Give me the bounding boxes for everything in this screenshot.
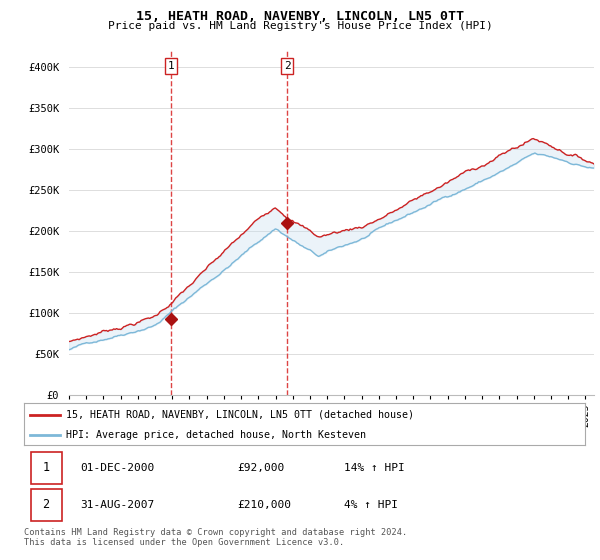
Text: HPI: Average price, detached house, North Kesteven: HPI: Average price, detached house, Nort… bbox=[66, 430, 366, 440]
Text: 14% ↑ HPI: 14% ↑ HPI bbox=[344, 463, 404, 473]
Bar bbox=[31, 451, 62, 484]
Text: Contains HM Land Registry data © Crown copyright and database right 2024.
This d: Contains HM Land Registry data © Crown c… bbox=[24, 528, 407, 547]
Text: 1: 1 bbox=[167, 61, 174, 71]
Text: Price paid vs. HM Land Registry's House Price Index (HPI): Price paid vs. HM Land Registry's House … bbox=[107, 21, 493, 31]
Text: 2: 2 bbox=[43, 498, 50, 511]
Text: 2: 2 bbox=[284, 61, 290, 71]
Text: 15, HEATH ROAD, NAVENBY, LINCOLN, LN5 0TT (detached house): 15, HEATH ROAD, NAVENBY, LINCOLN, LN5 0T… bbox=[66, 410, 414, 420]
Text: 31-AUG-2007: 31-AUG-2007 bbox=[80, 500, 154, 510]
Text: 4% ↑ HPI: 4% ↑ HPI bbox=[344, 500, 398, 510]
Text: £210,000: £210,000 bbox=[237, 500, 291, 510]
Text: £92,000: £92,000 bbox=[237, 463, 284, 473]
Text: 01-DEC-2000: 01-DEC-2000 bbox=[80, 463, 154, 473]
Text: 15, HEATH ROAD, NAVENBY, LINCOLN, LN5 0TT: 15, HEATH ROAD, NAVENBY, LINCOLN, LN5 0T… bbox=[136, 10, 464, 23]
Text: 1: 1 bbox=[43, 461, 50, 474]
Bar bbox=[31, 489, 62, 521]
